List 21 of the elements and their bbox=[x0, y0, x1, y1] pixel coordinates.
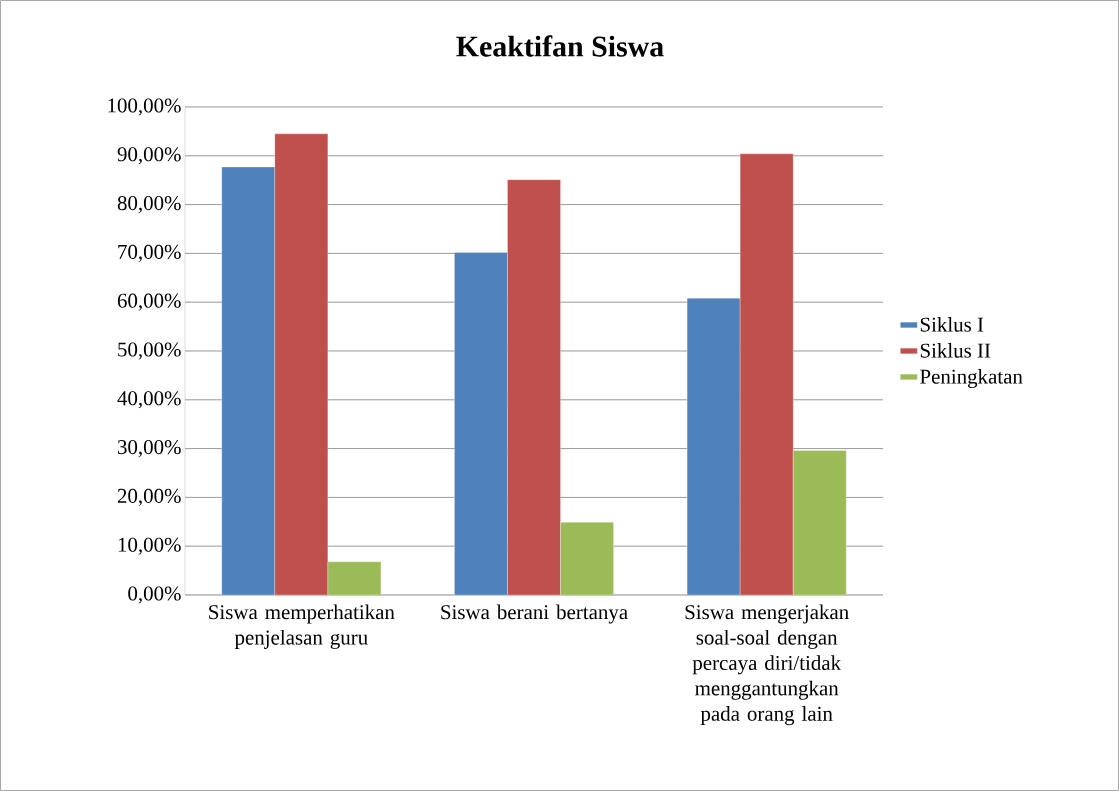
y-tick-label: 90,00% bbox=[117, 147, 181, 165]
y-tick-label: 0,00% bbox=[128, 586, 181, 604]
y-tick-label: 100,00% bbox=[108, 98, 181, 116]
x-tick-label: Siswa memperhatikan penjelasan guru bbox=[209, 604, 395, 649]
y-tick-label: 60,00% bbox=[117, 293, 181, 311]
y-tick-label: 80,00% bbox=[117, 196, 181, 214]
legend-label: Peningkatan bbox=[920, 368, 1023, 389]
y-tick-label: 40,00% bbox=[117, 391, 181, 409]
y-tick-label: 10,00% bbox=[118, 537, 181, 555]
y-tick-label: 50,00% bbox=[118, 342, 181, 360]
x-tick-label: Siswa berani bertanya bbox=[441, 604, 628, 624]
y-tick-label: 20,00% bbox=[117, 488, 181, 506]
legend-label: Siklus II bbox=[920, 342, 991, 358]
x-tick-label: Siswa mengerjakan soal-soal dengan percaya diri/tidak menggantungkan pada orang lain bbox=[685, 604, 849, 726]
bar bbox=[221, 166, 275, 595]
chart-title: Keaktifan Siswa bbox=[456, 35, 664, 57]
bar bbox=[686, 298, 741, 595]
y-tick-label: 30,00% bbox=[117, 440, 181, 458]
y-tick-label: 70,00% bbox=[118, 244, 181, 262]
legend-label: Siklus I bbox=[920, 316, 984, 332]
bar bbox=[454, 252, 508, 595]
